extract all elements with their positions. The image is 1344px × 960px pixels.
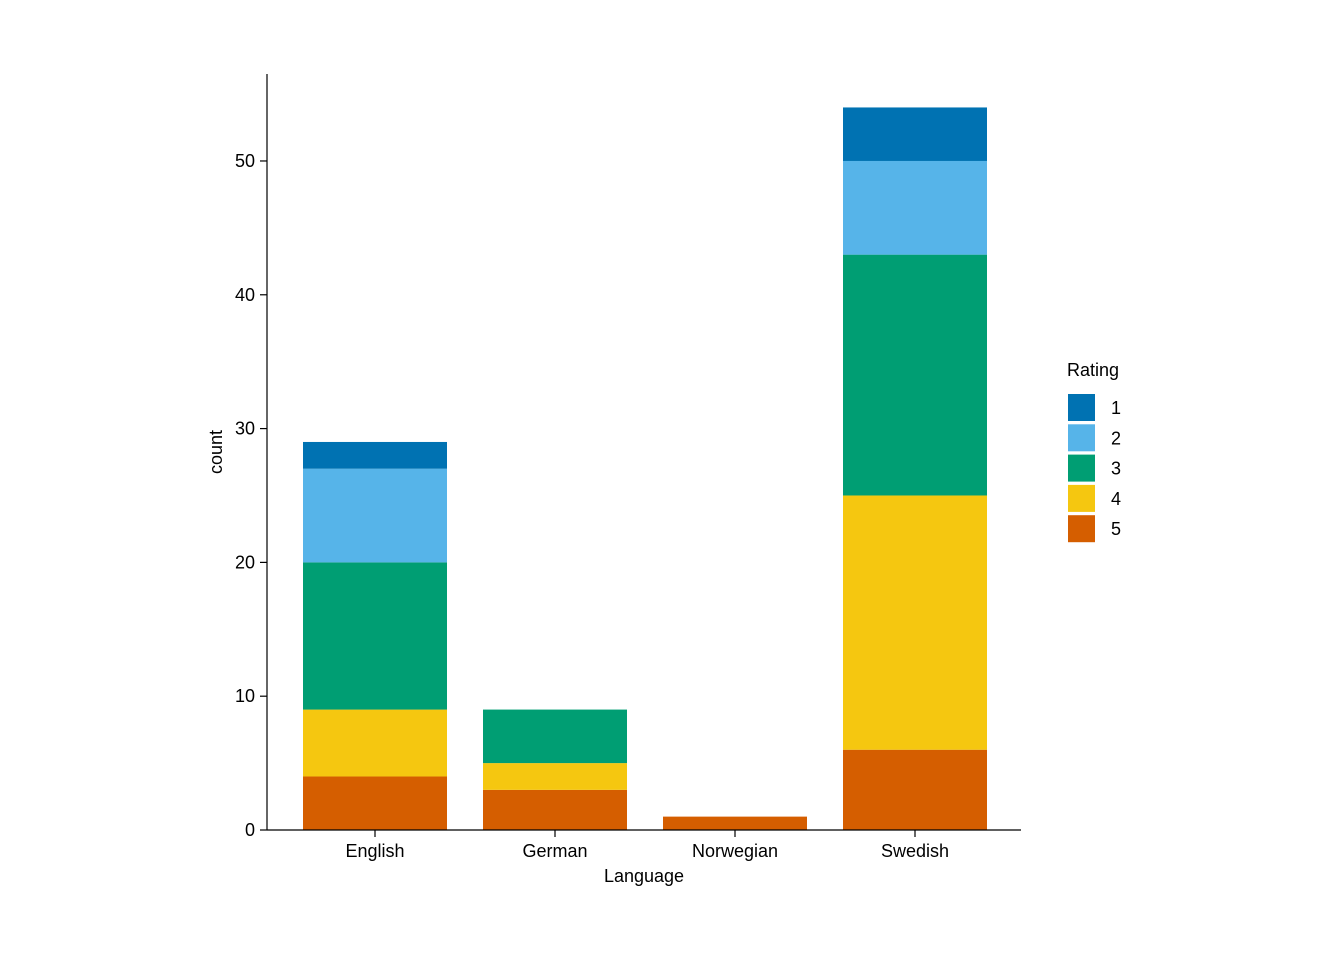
bar-segment-swedish-rating-1 [843,107,987,161]
legend-label-rating-3: 3 [1111,459,1121,479]
legend-label-rating-4: 4 [1111,489,1121,509]
y-tick-label-30: 30 [235,419,255,439]
x-ticks: English German Norwegian Swedish [345,830,949,861]
x-tick-label-norwegian: Norwegian [692,841,778,861]
bars-layer [303,107,987,830]
legend-swatch-rating-5 [1068,515,1095,543]
legend: Rating 1 2 3 4 5 [1067,360,1121,543]
x-tick-label-swedish: Swedish [881,841,949,861]
legend-swatch-rating-3 [1068,454,1095,482]
bar-segment-german-rating-3 [483,709,627,764]
y-tick-label-50: 50 [235,151,255,171]
legend-swatch-rating-1 [1068,394,1095,421]
bar-segment-german-rating-5 [483,789,627,830]
legend-label-rating-1: 1 [1111,398,1121,418]
bar-segment-swedish-rating-5 [843,749,987,830]
bar-segment-english-rating-3 [303,562,447,710]
legend-swatch-rating-2 [1068,424,1095,452]
bar-segment-english-rating-2 [303,468,447,563]
x-tick-label-english: English [345,841,404,861]
y-tick-label-40: 40 [235,285,255,305]
bar-segment-swedish-rating-3 [843,254,987,496]
bar-segment-english-rating-4 [303,709,447,777]
bar-segment-english-rating-5 [303,776,447,830]
legend-label-rating-2: 2 [1111,428,1121,448]
x-tick-label-german: German [522,841,587,861]
y-ticks: 0 10 20 30 40 50 [235,151,267,840]
y-axis-title: count [206,430,226,474]
bar-segment-norwegian-rating-5 [663,816,807,830]
legend-swatch-rating-4 [1068,484,1095,512]
y-tick-label-0: 0 [245,820,255,840]
axes-layer: 0 10 20 30 40 50 English German Norwegian Swedis… [235,74,1021,861]
bar-segment-swedish-rating-4 [843,495,987,750]
y-tick-label-20: 20 [235,552,255,572]
x-axis-title: Language [604,866,684,886]
legend-label-rating-5: 5 [1111,519,1121,539]
bar-segment-english-rating-1 [303,441,447,469]
legend-items: 1 2 3 4 5 [1068,394,1121,543]
y-tick-label-10: 10 [235,686,255,706]
legend-title: Rating [1067,360,1119,380]
bar-segment-german-rating-4 [483,763,627,790]
bar-segment-swedish-rating-2 [843,160,987,255]
